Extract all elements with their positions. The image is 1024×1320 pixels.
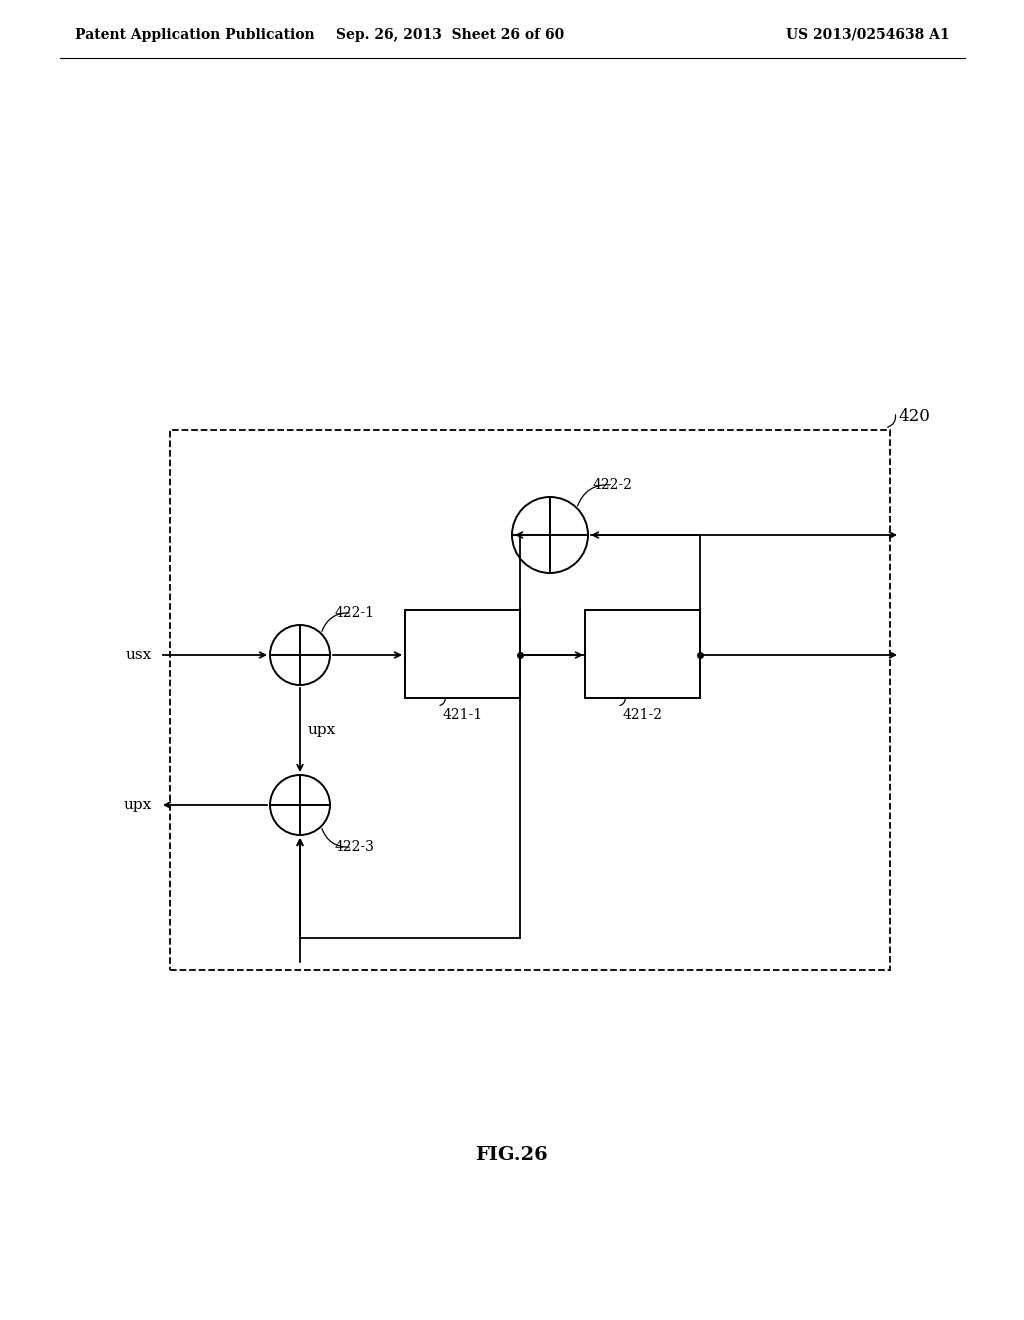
Text: FIG.26: FIG.26 xyxy=(475,1146,549,1164)
Text: 420: 420 xyxy=(898,408,930,425)
Text: 421-1: 421-1 xyxy=(442,708,482,722)
Text: usx: usx xyxy=(126,648,152,663)
Bar xyxy=(170,430,890,970)
Text: 422-2: 422-2 xyxy=(593,478,633,492)
Text: Patent Application Publication: Patent Application Publication xyxy=(75,28,314,42)
Text: upx: upx xyxy=(124,799,152,812)
Bar xyxy=(585,610,700,698)
Bar xyxy=(406,610,520,698)
Text: 421-2: 421-2 xyxy=(623,708,663,722)
Text: 422-3: 422-3 xyxy=(335,840,375,854)
Text: upx: upx xyxy=(308,723,336,737)
Text: Sep. 26, 2013  Sheet 26 of 60: Sep. 26, 2013 Sheet 26 of 60 xyxy=(336,28,564,42)
Text: 422-1: 422-1 xyxy=(335,606,375,620)
Text: US 2013/0254638 A1: US 2013/0254638 A1 xyxy=(786,28,950,42)
